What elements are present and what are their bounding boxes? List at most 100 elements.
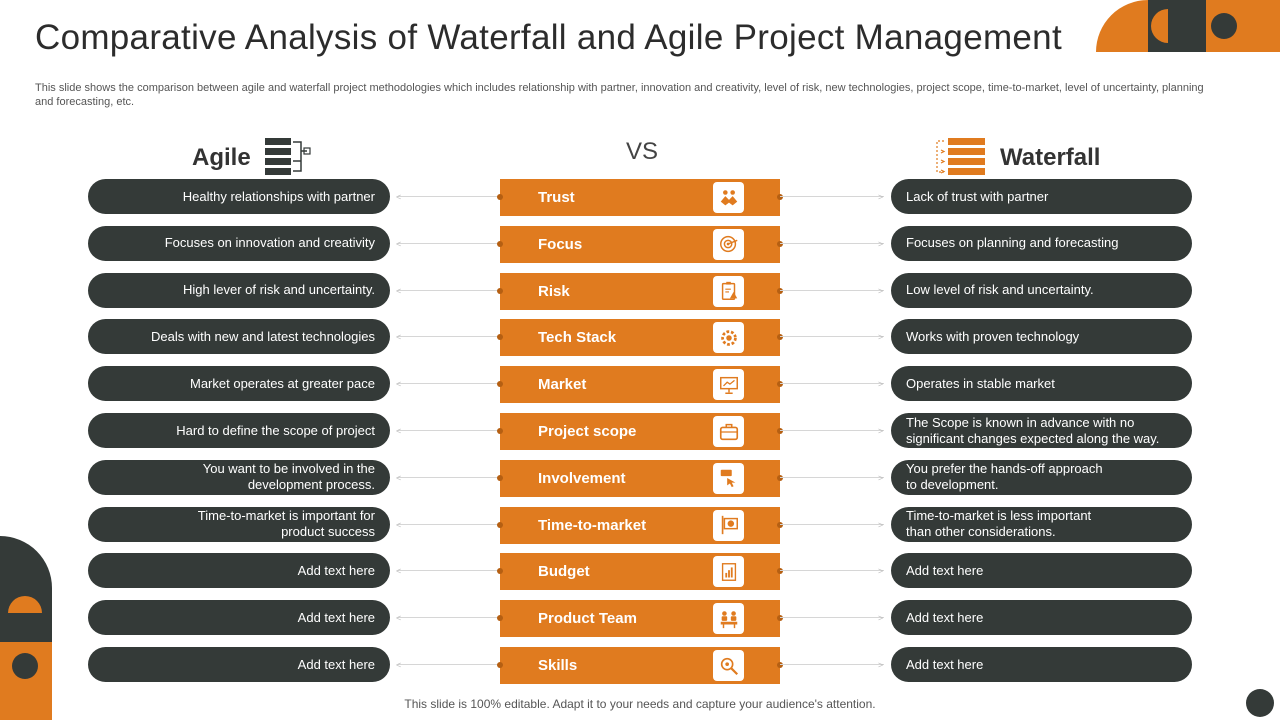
left-arrowhead: < xyxy=(396,379,402,390)
risk-clipboard-icon xyxy=(713,275,744,307)
waterfall-point-text: Add text here xyxy=(906,656,984,672)
criterion-bar: Project scope xyxy=(500,413,780,450)
waterfall-point: Operates in stable market xyxy=(891,366,1192,402)
left-arrowhead: < xyxy=(396,238,402,249)
comparison-row: Add text here < Skills > Add text here xyxy=(0,647,1280,684)
criterion-label: Skills xyxy=(538,657,578,674)
connector-dot xyxy=(497,521,503,528)
connector-dot xyxy=(777,334,783,341)
criterion-bar: Trust xyxy=(500,179,780,216)
waterfall-label: Waterfall xyxy=(1000,144,1101,171)
right-arrowhead: > xyxy=(878,332,884,343)
left-arrowhead: < xyxy=(396,519,402,530)
waterfall-point-text: Low level of risk and uncertainty. xyxy=(906,282,1094,298)
criterion-label: Involvement xyxy=(538,469,626,487)
right-connector xyxy=(780,196,884,197)
agile-point-text: Add text here xyxy=(297,656,375,672)
right-arrowhead: > xyxy=(878,426,884,436)
connector-dot xyxy=(777,194,783,200)
left-connector xyxy=(398,523,500,525)
comparison-row: You want to be involved in the developme… xyxy=(0,459,1280,497)
right-arrowhead: > xyxy=(878,660,884,670)
left-connector xyxy=(398,336,500,338)
waterfall-point-text: Works with proven technology xyxy=(906,328,1080,344)
right-connector xyxy=(780,523,884,525)
criterion-bar: Time-to-market xyxy=(500,506,780,544)
criterion-bar: Budget xyxy=(500,553,780,591)
connector-dot xyxy=(777,474,783,481)
criterion-label: Focus xyxy=(538,235,583,253)
comparison-row: Time-to-market is important for product … xyxy=(0,506,1280,544)
connector-dot xyxy=(777,615,783,622)
right-connector xyxy=(780,289,884,291)
waterfall-heading: Waterfall xyxy=(934,138,1100,178)
waterfall-point: Add text here xyxy=(891,600,1192,636)
connector-dot xyxy=(777,662,783,668)
agile-point: Add text here xyxy=(88,647,390,682)
left-arrowhead: < xyxy=(396,192,402,202)
left-arrowhead: < xyxy=(396,285,402,296)
right-connector xyxy=(780,242,884,244)
waterfall-point-text: You prefer the hands-off approach to dev… xyxy=(906,461,1103,493)
agile-point-text: High lever of risk and uncertainty. xyxy=(183,282,375,298)
criterion-label: Project scope xyxy=(538,423,637,440)
comparison-row: Market operates at greater pace < Market > O… xyxy=(0,366,1280,404)
agile-point: Time-to-market is important for product … xyxy=(88,506,390,542)
corner-decoration xyxy=(1096,0,1280,52)
waterfall-point-text: Focuses on planning and forecasting xyxy=(906,235,1119,251)
waterfall-point-text: Time-to-market is less important than ot… xyxy=(906,508,1092,540)
connector-dot xyxy=(497,568,503,575)
left-arrowhead: < xyxy=(396,472,402,483)
waterfall-point: Lack of trust with partner xyxy=(891,179,1192,214)
criterion-label: Product Team xyxy=(538,610,637,628)
criterion-label: Market xyxy=(538,376,587,394)
waterfall-point-text: Lack of trust with partner xyxy=(906,188,1049,204)
criterion-bar: Market xyxy=(500,366,780,404)
left-arrowhead: < xyxy=(396,613,402,624)
left-arrowhead: < xyxy=(396,332,402,343)
connector-dot xyxy=(497,428,503,434)
agile-point: Hard to define the scope of project xyxy=(88,413,390,448)
agile-point: Healthy relationships with partner xyxy=(88,179,390,214)
left-connector xyxy=(398,196,500,197)
handshake-icon xyxy=(713,182,744,213)
right-arrowhead: > xyxy=(878,285,884,296)
comparison-row: Focuses on innovation and creativity < Foc… xyxy=(0,225,1280,263)
criterion-bar: Involvement xyxy=(500,459,780,497)
footer-note: This slide is 100% editable. Adapt it to… xyxy=(404,697,876,711)
connector-dot xyxy=(497,615,503,622)
comparison-row: Add text here < Product Team > Add text here xyxy=(0,600,1280,638)
connector-dot xyxy=(497,287,503,294)
right-arrowhead: > xyxy=(878,238,884,249)
waterfall-point-text: Add text here xyxy=(906,609,984,625)
right-connector xyxy=(780,336,884,338)
connector-dot xyxy=(497,474,503,481)
left-connector xyxy=(398,289,500,291)
agile-point-text: You want to be involved in the developme… xyxy=(202,461,375,493)
criterion-bar: Risk xyxy=(500,272,780,310)
waterfall-point: Time-to-market is less important than ot… xyxy=(891,506,1192,542)
waterfall-point: Works with proven technology xyxy=(891,319,1192,355)
agile-point-text: Hard to define the scope of project xyxy=(176,422,375,438)
left-connector xyxy=(398,617,500,619)
waterfall-list-icon xyxy=(936,138,985,175)
left-arrowhead: < xyxy=(396,660,402,670)
comparison-row: Hard to define the scope of project < Proj… xyxy=(0,413,1280,450)
criterion-bar: Skills xyxy=(500,647,780,684)
connector-dot xyxy=(777,428,783,434)
agile-point-text: Market operates at greater pace xyxy=(190,375,375,391)
left-connector xyxy=(398,476,500,478)
agile-point: High lever of risk and uncertainty. xyxy=(88,272,390,308)
connector-dot xyxy=(777,381,783,388)
agile-point-text: Add text here xyxy=(297,562,375,578)
right-connector xyxy=(780,617,884,619)
page-description: This slide shows the comparison between … xyxy=(35,82,1204,108)
criterion-bar: Focus xyxy=(500,225,780,263)
connector-dot xyxy=(497,334,503,341)
connector-dot xyxy=(497,381,503,388)
presentation-icon xyxy=(713,369,744,401)
left-connector xyxy=(398,430,500,431)
vs-heading: VS xyxy=(626,138,659,165)
connector-dot xyxy=(497,662,503,668)
criterion-label: Time-to-market xyxy=(538,516,647,534)
